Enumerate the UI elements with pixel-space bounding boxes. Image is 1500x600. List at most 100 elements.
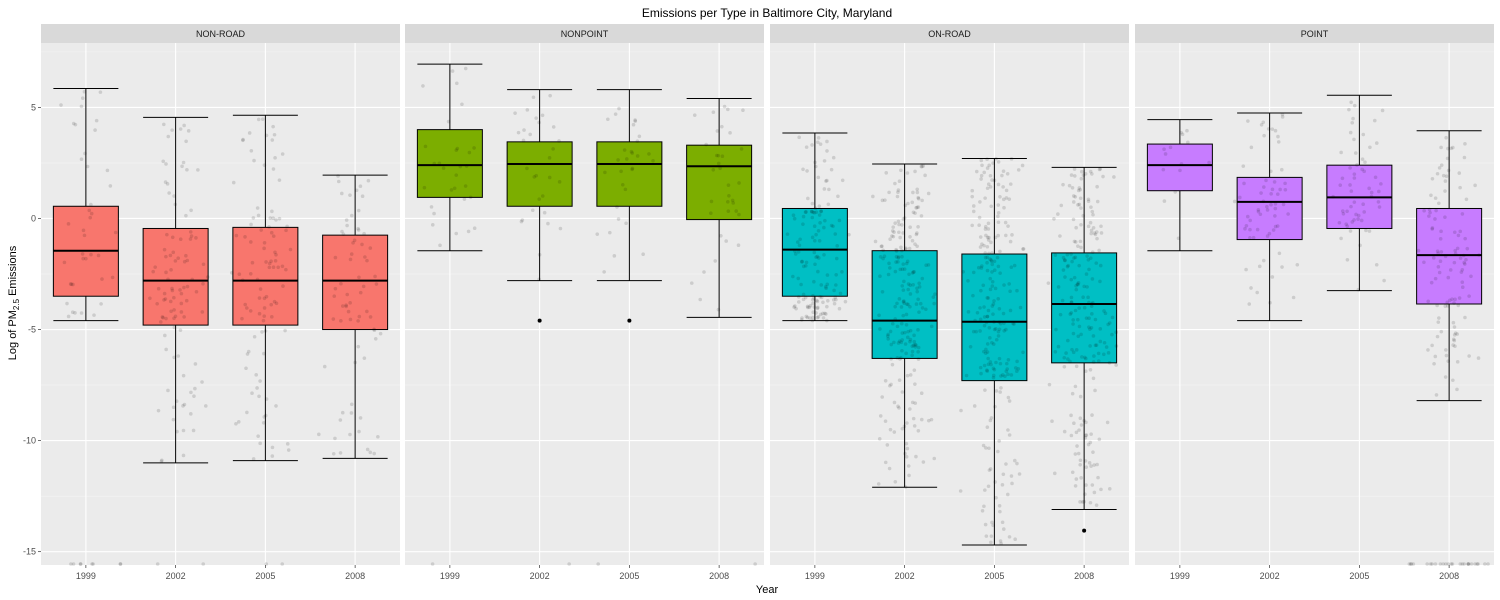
- jitter-point: [893, 181, 897, 186]
- jitter-point: [812, 305, 817, 309]
- jitter-point: [464, 164, 469, 168]
- jitter-point: [1437, 166, 1442, 170]
- jitter-point: [1373, 175, 1378, 180]
- jitter-point: [990, 178, 994, 182]
- jitter-point: [1476, 562, 1480, 566]
- jitter-point: [1436, 320, 1441, 324]
- jitter-point: [537, 252, 542, 257]
- jitter-point: [1072, 167, 1077, 171]
- jitter-point: [1007, 282, 1011, 286]
- jitter-point: [118, 562, 123, 566]
- jitter-point: [1016, 168, 1021, 172]
- jitter-point: [1095, 184, 1099, 189]
- jitter-point: [194, 236, 198, 240]
- jitter-point: [713, 259, 718, 263]
- jitter-point: [1428, 562, 1433, 566]
- jitter-point: [1349, 100, 1353, 105]
- jitter-point: [245, 410, 249, 415]
- jitter-point: [1341, 212, 1346, 216]
- jitter-point: [977, 223, 981, 228]
- jitter-point: [247, 131, 252, 135]
- jitter-point: [982, 305, 986, 309]
- jitter-point: [814, 210, 819, 214]
- jitter-point: [164, 316, 168, 321]
- jitter-point: [460, 102, 464, 107]
- panel-background: [405, 43, 764, 565]
- jitter-point: [164, 270, 168, 275]
- jitter-point: [986, 308, 991, 313]
- jitter-point: [914, 302, 919, 306]
- jitter-point: [910, 353, 914, 358]
- jitter-point: [915, 286, 919, 291]
- jitter-point: [1004, 188, 1009, 193]
- jitter-point: [910, 344, 915, 349]
- jitter-point: [816, 228, 821, 233]
- box-2008: [1046, 166, 1119, 533]
- jitter-point: [595, 232, 600, 236]
- jitter-point: [812, 239, 817, 243]
- jitter-point: [904, 312, 909, 317]
- jitter-point: [450, 69, 455, 73]
- jitter-point: [1079, 423, 1084, 427]
- jitter-point: [87, 208, 92, 213]
- jitter-point: [1476, 356, 1481, 360]
- jitter-point: [257, 394, 261, 399]
- jitter-point: [902, 424, 907, 429]
- jitter-point: [913, 382, 917, 386]
- jitter-point: [908, 337, 913, 342]
- jitter-point: [1455, 246, 1460, 251]
- jitter-point: [1083, 459, 1088, 463]
- jitter-point: [172, 308, 176, 312]
- jitter-point: [1078, 500, 1082, 504]
- jitter-point: [1084, 420, 1088, 425]
- jitter-point: [1435, 334, 1440, 339]
- jitter-point: [273, 250, 277, 255]
- jitter-point: [261, 318, 266, 323]
- jitter-point: [1068, 312, 1073, 316]
- jitter-point: [363, 255, 367, 259]
- jitter-point: [1081, 213, 1086, 218]
- jitter-point: [877, 437, 882, 441]
- jitter-point: [896, 404, 900, 409]
- jitter-point: [264, 294, 269, 299]
- jitter-point: [1368, 145, 1372, 150]
- jitter-point: [1356, 213, 1361, 218]
- jitter-point: [991, 161, 995, 165]
- jitter-point: [1088, 344, 1092, 348]
- jitter-point: [1004, 369, 1009, 374]
- jitter-point: [716, 153, 721, 158]
- jitter-point: [285, 442, 290, 446]
- jitter-point: [1441, 562, 1446, 566]
- jitter-point: [1265, 234, 1270, 238]
- jitter-point: [166, 388, 170, 393]
- jitter-point: [243, 302, 248, 307]
- jitter-point: [354, 188, 359, 193]
- jitter-point: [1339, 150, 1343, 155]
- jitter-point: [1407, 562, 1412, 566]
- jitter-point: [338, 418, 343, 422]
- jitter-point: [272, 132, 277, 137]
- jitter-point: [1072, 275, 1077, 280]
- jitter-point: [793, 249, 797, 253]
- jitter-point: [262, 240, 267, 245]
- jitter-point: [958, 489, 963, 493]
- jitter-point: [714, 153, 719, 158]
- jitter-point: [1065, 252, 1070, 257]
- jitter-point: [567, 562, 571, 566]
- jitter-point: [1082, 305, 1087, 310]
- jitter-point: [250, 391, 254, 396]
- jitter-point: [847, 232, 851, 237]
- jitter-point: [999, 386, 1003, 390]
- jitter-point: [1078, 187, 1083, 192]
- jitter-point: [1088, 367, 1093, 372]
- jitter-point: [901, 231, 905, 235]
- jitter-point: [905, 302, 909, 306]
- jitter-point: [1069, 277, 1074, 282]
- jitter-point: [1416, 248, 1421, 253]
- jitter-point: [908, 292, 913, 296]
- jitter-point: [1374, 141, 1379, 145]
- jitter-point: [702, 270, 706, 274]
- x-tick-label: 1999: [805, 571, 825, 581]
- jitter-point: [1071, 200, 1076, 204]
